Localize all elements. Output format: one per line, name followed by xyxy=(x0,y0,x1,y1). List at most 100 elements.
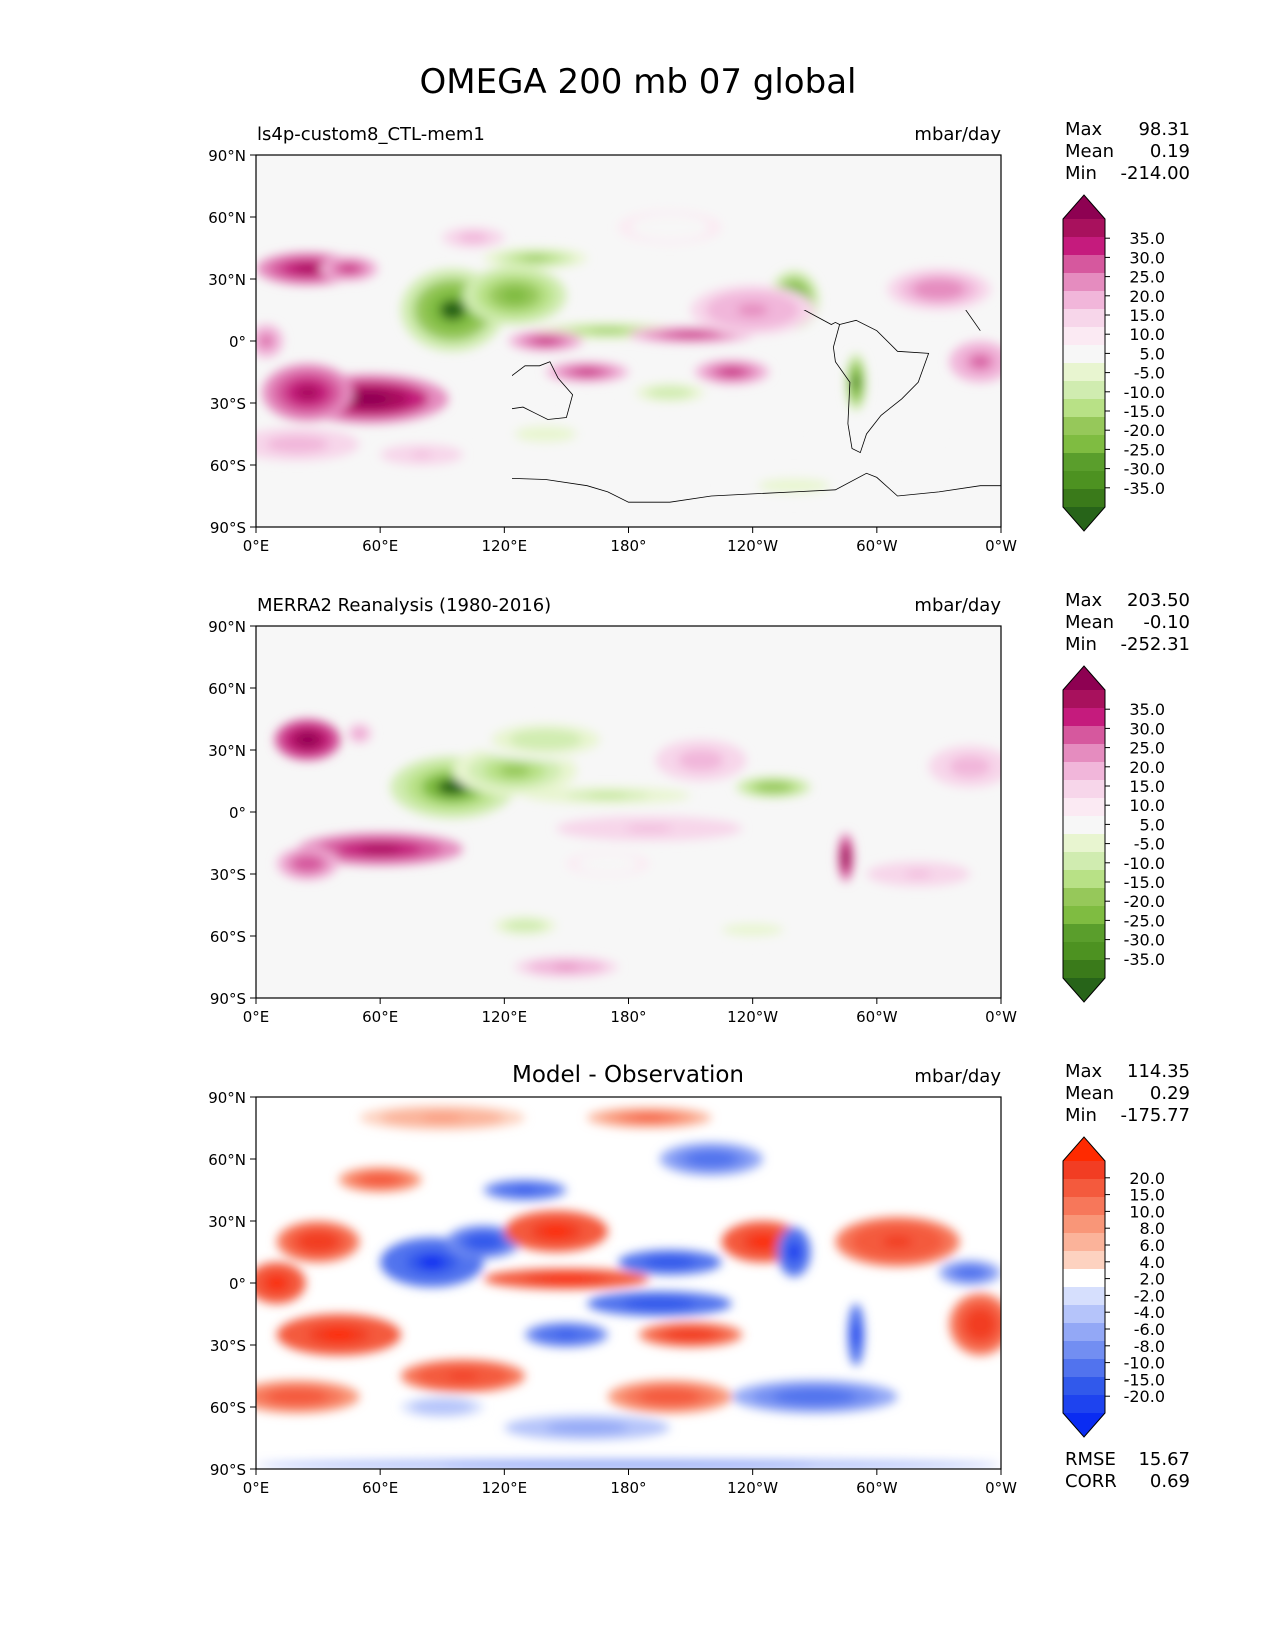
colorbar-outline xyxy=(1062,194,1106,532)
colorbar-tick-label: 8.0 xyxy=(1140,1219,1165,1238)
colorbar-tick-label: -5.0 xyxy=(1134,364,1165,383)
colorbar-band xyxy=(1063,291,1105,310)
colorbar-tick-label: -35.0 xyxy=(1124,479,1165,498)
colorbar-tick-label: -25.0 xyxy=(1124,440,1165,459)
stat-max-label: Max xyxy=(1065,119,1103,140)
field-blob xyxy=(737,303,769,317)
field-blob xyxy=(299,734,317,745)
colorbar-band xyxy=(1063,1161,1105,1180)
map-background xyxy=(256,155,1001,527)
colorbar-band xyxy=(1063,834,1105,853)
colorbar-tick-label: 2.0 xyxy=(1140,1270,1165,1289)
field-blob xyxy=(307,1236,329,1247)
field-blob xyxy=(657,223,683,232)
x-tick-label: 120°W xyxy=(727,1479,778,1497)
colorbar-band xyxy=(1063,1341,1105,1360)
x-axis: 0°E 60°E 120°E 180° 120°W 60°W 0°W xyxy=(243,527,1017,555)
colorbar-band xyxy=(1063,1287,1105,1306)
colorbar-band xyxy=(1063,1251,1105,1270)
colorbar-band xyxy=(1063,363,1105,382)
colorbar-band xyxy=(1063,942,1105,961)
field-blob xyxy=(281,1392,313,1401)
field-blob xyxy=(437,779,469,795)
colorbar-band xyxy=(1063,1233,1105,1252)
y-tick-label: 30°S xyxy=(210,1337,246,1355)
colorbar-tick-label: 5.0 xyxy=(1140,344,1165,363)
colorbar-tick-label: -15.0 xyxy=(1124,873,1165,892)
field-blob xyxy=(439,299,466,321)
metric-rmse-label: RMSE xyxy=(1065,1449,1116,1470)
x-tick-label: 180° xyxy=(610,1008,646,1026)
stat-mean-label: Mean xyxy=(1065,612,1114,633)
colorbar-band xyxy=(1063,489,1105,508)
field-blob xyxy=(737,926,769,933)
colorbar-tick-label: 15.0 xyxy=(1129,306,1165,325)
colorbar-band xyxy=(1063,1197,1105,1216)
stat-max-value: 203.50 xyxy=(1127,590,1190,611)
coastlines xyxy=(512,310,1001,503)
stat-max-value: 114.35 xyxy=(1127,1061,1190,1082)
colorbar-extend-max xyxy=(1063,666,1105,690)
field-blob xyxy=(465,235,482,241)
colorbar-band xyxy=(1063,960,1105,979)
y-tick-label: 60°N xyxy=(208,1151,246,1169)
field-blob xyxy=(543,1226,569,1237)
field-blob xyxy=(522,255,549,261)
y-tick-label: 30°S xyxy=(210,866,246,884)
field-blob xyxy=(411,452,432,458)
colorbar-tick-label: 20.0 xyxy=(1129,1169,1165,1188)
field-blob xyxy=(536,338,555,344)
panel-title: Model - Observation xyxy=(512,1062,744,1088)
x-tick-label: 120°W xyxy=(727,537,778,555)
contour-field xyxy=(274,719,1001,978)
y-axis: 90°N 60°N 30°N 0° 30°S 60°S 90°S xyxy=(208,618,256,1008)
colorbar-extend-min xyxy=(1063,978,1105,1002)
stat-mean-value: -0.10 xyxy=(1143,612,1190,633)
colorbar-extend-max xyxy=(1063,195,1105,219)
x-tick-label: 0°W xyxy=(985,537,1017,555)
colorbar-tick-label: 5.0 xyxy=(1140,815,1165,834)
colorbar-band xyxy=(1063,417,1105,436)
field-blob xyxy=(698,1154,725,1164)
field-blob xyxy=(296,385,320,400)
colorbar-tick-label: 15.0 xyxy=(1129,777,1165,796)
field-blob xyxy=(597,860,619,867)
y-axis: 90°N 60°N 30°N 0° 30°S 60°S 90°S xyxy=(208,147,256,537)
metric-corr-value: 0.69 xyxy=(1150,1471,1190,1492)
colorbar-band xyxy=(1063,381,1105,400)
field-blob xyxy=(861,429,893,439)
figure-title: OMEGA 200 mb 07 global xyxy=(420,62,857,102)
field-blob xyxy=(882,1235,913,1248)
colorbar-band xyxy=(1063,726,1105,745)
stat-mean-value: 0.19 xyxy=(1150,141,1190,162)
colorbar-outline xyxy=(1062,1136,1106,1438)
y-tick-label: 60°S xyxy=(210,1399,246,1417)
colorbar-band xyxy=(1063,888,1105,907)
colorbar-tick-label: -8.0 xyxy=(1134,1337,1165,1356)
panel-units: mbar/day xyxy=(914,124,1001,145)
colorbar-tick-label: -15.0 xyxy=(1124,402,1165,421)
colorbar-tick-label: -15.0 xyxy=(1124,1370,1165,1389)
colorbar-tick-label: 30.0 xyxy=(1129,248,1165,267)
field-blob xyxy=(514,1187,536,1193)
field-blob xyxy=(262,336,271,346)
field-blob xyxy=(299,859,316,868)
x-tick-label: 120°E xyxy=(482,537,528,555)
panel-reference: MERRA2 Reanalysis (1980-2016) mbar/day 9… xyxy=(208,590,1190,1026)
stat-min-label: Min xyxy=(1065,163,1097,184)
y-tick-label: 30°S xyxy=(210,395,246,413)
x-tick-label: 60°W xyxy=(856,1008,898,1026)
colorbar-tick-label: 35.0 xyxy=(1129,229,1165,248)
field-blob xyxy=(419,1256,445,1269)
field-blob xyxy=(905,870,932,878)
x-tick-label: 60°W xyxy=(856,1479,898,1497)
field-blob xyxy=(790,1245,799,1259)
field-blob xyxy=(657,1259,683,1266)
field-blob xyxy=(556,1331,577,1338)
colorbar-band xyxy=(1063,906,1105,925)
colorbar-tick-label: 20.0 xyxy=(1129,758,1165,777)
colorbar-extend-min xyxy=(1063,507,1105,531)
x-axis: 0°E 60°E 120°E 180° 120°W 60°W 0°W xyxy=(243,1469,1017,1497)
y-tick-label: 30°N xyxy=(208,742,246,760)
stat-min-value: -252.31 xyxy=(1121,634,1190,655)
